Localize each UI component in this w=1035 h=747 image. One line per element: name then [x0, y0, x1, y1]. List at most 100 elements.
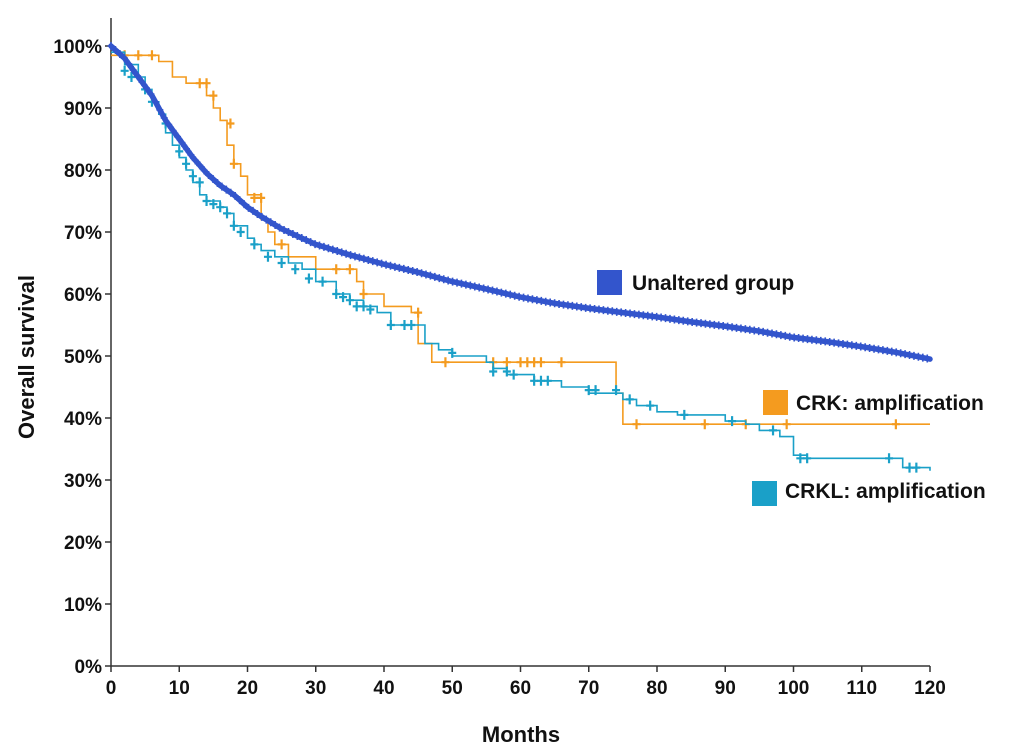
censor-mark	[449, 277, 457, 286]
censor-mark	[364, 255, 372, 264]
censor-mark	[680, 409, 689, 420]
censor-mark	[271, 220, 279, 229]
censor-mark	[120, 65, 129, 76]
censor-mark	[267, 218, 275, 227]
censor-mark	[457, 279, 465, 288]
censor-mark	[413, 268, 421, 277]
censor-mark	[302, 236, 310, 245]
censor-mark	[546, 298, 554, 307]
censor-mark	[226, 118, 235, 129]
legend-label: CRK: amplification	[796, 392, 984, 415]
y-ticks: 0% 10% 20% 30% 40% 50% 60% 70% 80% 90% 100%	[53, 37, 111, 678]
censor-mark	[444, 276, 452, 285]
legend-item: Unaltered group	[597, 270, 794, 295]
censor-mark	[324, 244, 332, 253]
x-ticks: 0 10 20 30 40 50 60 70 80 90 100 110 120	[106, 666, 946, 699]
legend-label: CRKL: amplification	[785, 480, 986, 503]
censor-mark	[213, 179, 221, 188]
censor-mark	[293, 232, 301, 241]
censor-mark	[422, 270, 430, 279]
y-tick-label: 30%	[64, 471, 102, 492]
censor-mark	[523, 357, 532, 368]
censor-mark	[156, 105, 164, 114]
x-tick-label: 120	[914, 678, 946, 699]
censor-mark	[391, 262, 399, 271]
series-layer	[107, 42, 933, 473]
censor-mark	[240, 200, 248, 209]
censor-mark	[280, 225, 288, 234]
x-tick-label: 10	[169, 678, 190, 699]
censor-mark	[191, 156, 199, 165]
censor-mark	[480, 284, 488, 293]
censor-mark	[777, 331, 785, 340]
censor-mark	[138, 78, 146, 87]
censor-mark	[497, 288, 505, 297]
censor-mark	[431, 272, 439, 281]
censor-mark	[536, 357, 545, 368]
censor-mark	[528, 295, 536, 304]
censor-mark	[195, 78, 204, 89]
censor-mark	[332, 289, 341, 299]
censor-mark	[178, 138, 186, 147]
censor-mark	[342, 249, 350, 258]
censor-mark	[345, 295, 354, 306]
censor-mark	[209, 199, 218, 210]
censor-mark	[249, 206, 257, 215]
censor-mark	[182, 144, 190, 153]
legend-item: CRKL: amplification	[752, 480, 986, 506]
series-1	[111, 50, 930, 430]
censor-mark	[347, 251, 355, 260]
censor-mark	[543, 375, 552, 386]
censor-mark	[320, 242, 328, 251]
censor-mark	[318, 276, 327, 287]
censor-mark	[542, 297, 550, 306]
censor-mark	[910, 351, 918, 360]
censor-mark	[515, 292, 523, 301]
censor-mark	[263, 251, 272, 262]
censor-mark	[768, 329, 776, 338]
censor-mark	[632, 419, 641, 430]
censor-mark	[111, 46, 119, 55]
censor-mark	[905, 462, 914, 473]
censor-mark	[258, 212, 266, 221]
censor-mark	[919, 353, 927, 362]
censor-mark	[369, 257, 377, 266]
censor-mark	[557, 357, 566, 368]
censor-mark	[175, 146, 184, 157]
censor-mark	[218, 182, 226, 191]
censor-mark	[803, 453, 812, 464]
x-tick-label: 0	[106, 678, 117, 699]
censor-mark	[409, 267, 417, 276]
censor-mark	[231, 192, 239, 201]
x-tick-label: 80	[646, 678, 667, 699]
x-tick-label: 60	[510, 678, 531, 699]
censor-mark	[307, 238, 315, 247]
x-tick-label: 40	[373, 678, 394, 699]
censor-mark	[304, 273, 313, 284]
censor-mark	[489, 286, 497, 295]
x-tick-label: 110	[846, 678, 877, 699]
censor-mark	[205, 170, 213, 179]
y-tick-label: 100%	[53, 37, 102, 58]
censor-mark	[284, 228, 292, 236]
censor-mark	[386, 320, 395, 330]
x-tick-label: 50	[442, 678, 463, 699]
y-tick-label: 10%	[64, 595, 102, 616]
x-axis-title: Months	[482, 722, 560, 747]
censor-mark	[646, 400, 655, 411]
censor-mark	[229, 158, 238, 169]
x-tick-label: 20	[237, 678, 258, 699]
censor-mark	[901, 350, 909, 359]
censor-mark	[509, 369, 518, 380]
censor-mark	[359, 289, 368, 299]
censor-mark	[188, 171, 197, 182]
censor-mark	[359, 301, 368, 312]
legend: Unaltered group CRK: amplification CRKL: a…	[597, 270, 986, 506]
legend-swatch	[763, 390, 788, 415]
censor-mark	[891, 419, 900, 430]
censor-mark	[165, 120, 173, 129]
censor-mark	[493, 287, 501, 296]
legend-swatch	[752, 481, 777, 506]
censor-mark	[530, 375, 539, 386]
censor-mark	[120, 54, 128, 63]
